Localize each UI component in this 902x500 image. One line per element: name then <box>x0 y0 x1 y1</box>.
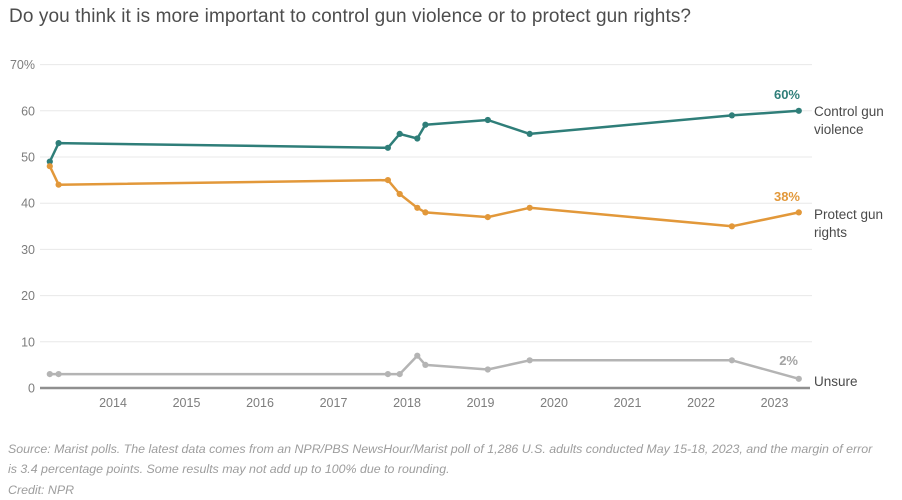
data-point-marker <box>795 375 802 382</box>
series-label-control-gun-violence: Control gun violence <box>814 104 884 137</box>
page-title: Do you think it is more important to con… <box>9 6 692 27</box>
data-point-marker <box>396 371 403 378</box>
series-line-unsure <box>48 354 801 381</box>
value-label-protect-gun-rights: 38% <box>773 189 800 204</box>
data-point-marker <box>795 107 802 114</box>
y-axis-tick-label: 70% <box>10 58 35 72</box>
data-point-marker <box>46 371 53 378</box>
data-point-marker <box>484 214 491 221</box>
data-point-marker <box>414 204 421 211</box>
x-axis-tick-label: 2017 <box>320 396 348 410</box>
source-text: Source: Marist polls. The latest data co… <box>8 442 873 476</box>
data-point-marker <box>526 357 533 364</box>
x-axis-tick-label: 2016 <box>246 396 274 410</box>
series-line-protect-gun-rights <box>48 164 801 228</box>
chart-svg: 70% 60 50 40 30 20 10 0 2014 2015 2016 2017 2018 2019… <box>10 58 812 410</box>
y-axis-tick-label: 10 <box>21 335 35 349</box>
value-label-unsure: 2% <box>779 353 798 368</box>
data-point-marker <box>55 181 62 188</box>
y-axis-tick-label: 60 <box>21 104 35 118</box>
data-point-marker <box>422 361 429 368</box>
y-axis-tick-label: 40 <box>21 197 35 211</box>
data-point-marker <box>484 116 491 124</box>
y-axis-tick-label: 50 <box>21 151 35 165</box>
data-point-marker <box>526 204 533 211</box>
data-point-marker <box>484 366 491 373</box>
x-axis-tick-label: 2018 <box>393 396 421 410</box>
x-axis-tick-label: 2022 <box>687 396 715 410</box>
data-point-marker <box>46 158 53 165</box>
x-axis-tick-label: 2019 <box>467 396 495 410</box>
x-axis-tick-label: 2023 <box>761 396 789 410</box>
data-point-marker <box>46 163 53 170</box>
data-point-marker <box>396 190 403 198</box>
data-point-marker <box>728 112 736 119</box>
data-point-marker <box>414 352 421 359</box>
data-point-marker <box>526 130 533 137</box>
data-point-marker <box>396 130 403 137</box>
source-block: Source: Marist polls. The latest data co… <box>8 440 882 500</box>
x-axis-tick-label: 2015 <box>173 396 201 410</box>
data-point-marker <box>384 144 391 151</box>
series-label-protect-gun-rights: Protect gun rights <box>814 207 884 240</box>
series-line-control-gun-violence <box>48 109 801 163</box>
data-point-marker <box>414 135 421 142</box>
x-axis-tick-label: 2021 <box>614 396 642 410</box>
data-point-marker <box>728 357 736 364</box>
data-point-marker <box>795 209 802 216</box>
data-point-marker <box>728 223 736 230</box>
data-point-marker <box>422 209 429 216</box>
value-label-control-gun-violence: 60% <box>773 87 800 102</box>
data-point-marker <box>384 177 391 184</box>
data-point-marker <box>55 371 62 378</box>
credit-text: Credit: NPR <box>8 482 75 497</box>
data-point-marker <box>384 371 391 378</box>
x-axis-tick-label: 2014 <box>99 396 127 410</box>
y-axis-tick-label: 0 <box>28 382 35 396</box>
x-axis-tick-label: 2020 <box>540 396 568 410</box>
data-point-marker <box>55 140 62 147</box>
series-label-unsure: Unsure <box>814 374 858 389</box>
y-axis-tick-label: 20 <box>21 289 35 303</box>
data-point-marker <box>422 121 429 128</box>
y-axis-tick-label: 30 <box>21 243 35 257</box>
